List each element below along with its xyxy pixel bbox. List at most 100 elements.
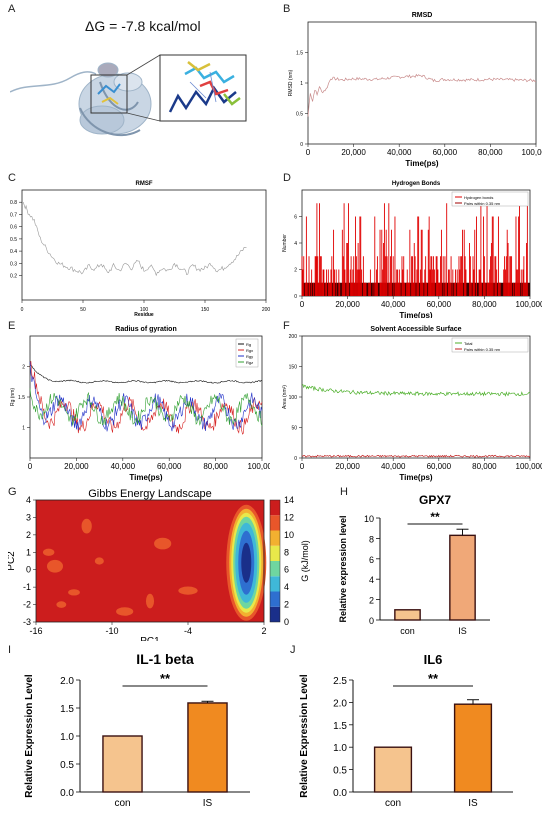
rmsd-series-line [307,73,536,117]
energy-island [154,537,172,550]
plot-frame [21,189,267,301]
x-tick-label: 200 [262,307,270,313]
rg-series-line-rgx [29,361,263,435]
x-axis-label: PC1 [140,636,160,641]
y-tick-label: -3 [23,617,31,627]
y-axis-label: Rg (nm) [10,388,16,406]
y-tick-label: 1.5 [296,51,303,57]
y-tick-label: 0.8 [10,200,17,206]
y-tick-label: 1 [26,547,31,557]
panel-label-a: A [8,3,16,15]
x-tick-label: 20,000 [335,462,360,471]
y-tick-label: 150 [289,365,298,371]
x-tick-label: 40,000 [381,462,406,471]
y-axis-label: PC2 [8,551,17,571]
y-tick-label: 1.5 [60,704,74,715]
x-tick-label: 60,000 [427,462,452,471]
bar-is [453,703,493,793]
x-tick-label: 2 [261,626,266,636]
colorbar-tick-label: 6 [284,565,289,575]
panel-label-d: D [283,172,291,184]
chart-title: IL-1 beta [136,651,194,667]
protein-ribbon [10,62,152,136]
gpx7-bar-chart: GPX7 0 2 4 6 8 10 Relative expression level con I… [338,493,490,636]
x-tick-label: 80,000 [472,462,497,471]
y-tick-label: 100 [289,395,298,401]
bar-is [187,702,228,793]
x-axis-label: Time(ps) [129,473,163,482]
energy-island [56,601,67,608]
plot-frame [29,335,263,459]
energy-island [81,518,92,534]
x-tick-label: 20,000 [64,462,89,471]
chart-title: Radius of gyration [115,326,176,333]
il6-bar-chart: IL6 0.0 0.5 1.0 1.5 2.0 2.5 Relative Expression… [299,652,513,809]
x-tick-label: 100 [140,307,149,313]
significance-marker: ** [428,671,439,686]
x-tick-label: -16 [29,626,42,636]
colorbar-frame [269,499,281,623]
y-axis-label: Number [282,234,288,252]
y-axis-label: Relative Expression Level [299,674,310,798]
legend-entry: Rgx [246,348,253,353]
chart-title: RMSF [136,181,153,187]
y-tick-label: 10 [364,514,374,524]
y-tick-label: 2 [294,268,297,274]
colorbar-segment [270,606,280,622]
protein-illustration [10,54,247,136]
colorbar-tick-label: 14 [284,495,294,505]
x-tick-label: 60,000 [433,148,458,157]
x-tick-label: 80,000 [478,148,503,157]
x-tick-label: -10 [105,626,118,636]
y-tick-label: 0 [369,616,374,626]
radius-of-gyration-chart: Radius of gyration 0 20,000 40,000 60,000 80,… [10,326,270,482]
plot-frame [307,21,537,145]
y-tick-label: 0.2 [10,274,17,280]
panel-label-b: B [283,3,291,15]
x-axis-label: Time(ps) [399,473,433,482]
chart-title: GPX7 [419,493,451,507]
x-tick-label: 100,000 [522,148,542,157]
gibbs-energy-landscape: Gibbs Energy Landscape-16 -10 -4 2-3-2-1012… [8,488,310,641]
y-tick-label: 0.5 [333,766,347,777]
colorbar-tick-label: 0 [284,617,289,627]
colorbar-segment [270,591,280,607]
legend-entry: Hydrogen bonds [464,195,493,200]
energy-island [68,589,80,596]
colorbar-segment [270,515,280,531]
y-tick-label: 2.0 [60,676,74,687]
colorbar-tick-label: 10 [284,530,294,540]
zoom-box-large [159,54,247,122]
rg-series-line-rgy [29,361,263,432]
energy-basin-contour [241,542,252,583]
legend-entry: Pairs within 0.35 nm [464,347,501,352]
y-axis-label: RMSD (nm) [288,69,294,96]
y-tick-label: 0.6 [10,225,17,231]
x-tick-label: 50 [80,307,86,313]
panel-label-c: C [8,172,16,184]
chart-title: RMSD [412,12,433,19]
y-tick-label: 0.5 [60,760,74,771]
y-tick-label: 0 [294,456,297,462]
y-tick-label: 4 [369,575,374,585]
category-label: IS [468,798,478,809]
category-label: IS [458,626,467,636]
y-tick-label: 0.3 [10,261,17,267]
x-tick-label: 80,000 [472,300,497,309]
chart-title: IL6 [424,652,443,667]
chart-title: Hydrogen Bonds [392,181,441,187]
category-label: con [114,798,130,809]
y-tick-label: 2.5 [333,676,347,687]
y-tick-label: 1.5 [333,721,347,732]
colorbar-segment [270,576,280,592]
il1-beta-bar-chart: IL-1 beta 0.0 0.5 1.0 1.5 2.0 Relative Express… [24,651,250,809]
legend-box [451,337,529,353]
y-tick-label: 0.0 [60,788,74,799]
legend-box [235,338,259,368]
bar-con [102,735,143,793]
x-tick-label: 0 [21,307,24,313]
y-tick-label: 4 [294,241,297,247]
y-tick-label: 0 [26,565,31,575]
y-axis-label: Relative Expression Level [24,674,35,798]
colorbar-segment [270,545,280,561]
